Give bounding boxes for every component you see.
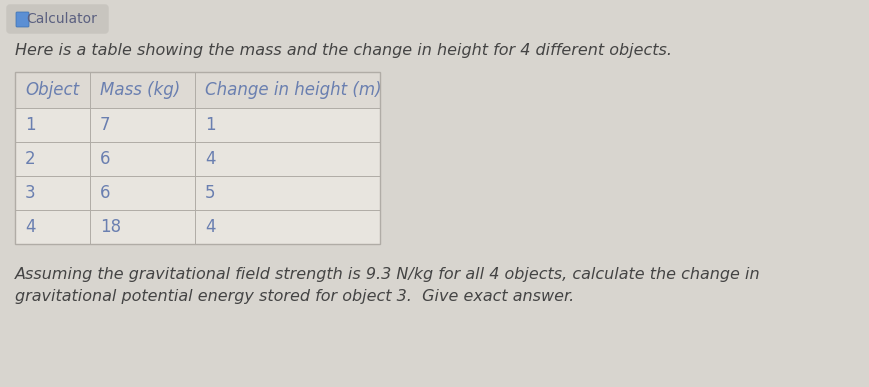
Text: 7: 7 — [100, 116, 110, 134]
Bar — [15, 176, 380, 210]
Text: 5: 5 — [205, 184, 216, 202]
Text: 4: 4 — [25, 218, 36, 236]
Text: 6: 6 — [100, 184, 110, 202]
Bar — [15, 108, 380, 142]
Text: Mass (kg): Mass (kg) — [100, 81, 180, 99]
Text: Assuming the gravitational field strength is 9.3 N/kg for all 4 objects, calcula: Assuming the gravitational field strengt… — [15, 267, 760, 281]
Bar — [15, 72, 380, 244]
Text: 3: 3 — [25, 184, 36, 202]
Bar — [15, 72, 380, 108]
Text: 18: 18 — [100, 218, 121, 236]
Bar — [15, 142, 380, 176]
Text: Change in height (m): Change in height (m) — [205, 81, 381, 99]
Text: 2: 2 — [25, 150, 36, 168]
Text: 4: 4 — [205, 218, 216, 236]
FancyBboxPatch shape — [16, 12, 29, 27]
FancyBboxPatch shape — [7, 5, 108, 33]
Bar — [15, 210, 380, 244]
Text: 6: 6 — [100, 150, 110, 168]
Text: 4: 4 — [205, 150, 216, 168]
Text: 1: 1 — [205, 116, 216, 134]
Text: Object: Object — [25, 81, 79, 99]
Text: Calculator: Calculator — [27, 12, 97, 26]
Text: Here is a table showing the mass and the change in height for 4 different object: Here is a table showing the mass and the… — [15, 43, 671, 58]
Text: gravitational potential energy stored for object 3.  Give exact answer.: gravitational potential energy stored fo… — [15, 288, 574, 303]
Text: 1: 1 — [25, 116, 36, 134]
